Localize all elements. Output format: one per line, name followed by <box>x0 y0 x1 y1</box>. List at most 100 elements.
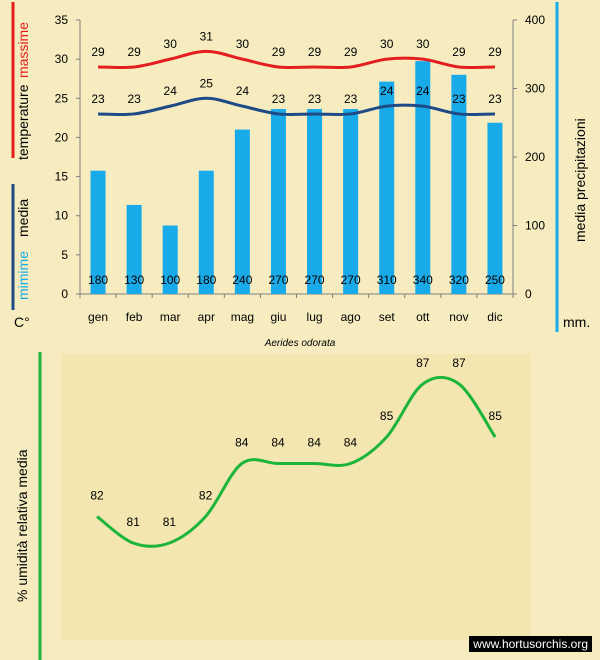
humidity-label: 84 <box>235 436 249 450</box>
top-plot: 0 5 10 15 20 25 30 35 0 100 200 300 400 gen feb mar apr m… <box>55 13 546 324</box>
right-tick-label: 300 <box>525 82 545 96</box>
max-temp-label: 29 <box>272 45 286 59</box>
humidity-panel <box>62 354 530 640</box>
max-temp-label: 29 <box>488 45 502 59</box>
chart-title: Aerides odorata <box>264 338 336 349</box>
ylabel-unit-left: C° <box>14 314 30 330</box>
min-temp-label: 24 <box>164 84 178 98</box>
left-tick-label: 25 <box>55 91 69 105</box>
min-temp-label: 23 <box>127 92 141 106</box>
max-temp-label: 31 <box>200 29 214 43</box>
left-tick-label: 15 <box>55 170 69 184</box>
ylabel-min: mimime <box>15 251 31 300</box>
humidity-label: 84 <box>308 436 322 450</box>
max-temp-label: 29 <box>127 45 141 59</box>
max-temp-label: 29 <box>308 45 322 59</box>
precip-bar <box>307 109 323 294</box>
x-tick-label: dic <box>487 310 502 324</box>
x-tick-label: feb <box>126 310 143 324</box>
x-tick-label: ott <box>416 310 430 324</box>
x-tick-label: nov <box>449 310 468 324</box>
x-tick-label: mar <box>160 310 181 324</box>
precip-label: 270 <box>341 273 361 287</box>
humidity-label: 84 <box>271 436 285 450</box>
min-temp-line <box>98 96 495 117</box>
humidity-ylabel: % umidità relativa media <box>14 449 30 602</box>
x-tick-label: set <box>379 310 396 324</box>
precip-bar <box>451 74 467 294</box>
max-temp-label: 30 <box>380 37 394 51</box>
precip-bar <box>270 109 286 294</box>
max-temp-label: 29 <box>452 45 466 59</box>
x-tick-label: lug <box>307 310 323 324</box>
ylabel-unit-right: mm. <box>563 314 590 330</box>
precip-label: 270 <box>268 273 288 287</box>
precip-label: 340 <box>413 273 433 287</box>
min-temp-label: 23 <box>91 92 105 106</box>
min-temp-label: 23 <box>308 92 322 106</box>
precip-bar <box>234 129 250 294</box>
precip-label: 180 <box>88 273 108 287</box>
precip-bar <box>343 109 359 294</box>
precip-label: 130 <box>124 273 144 287</box>
min-temp-label: 24 <box>380 84 394 98</box>
precip-label: 250 <box>485 273 505 287</box>
precip-label: 270 <box>305 273 325 287</box>
max-temp-label: 30 <box>236 37 250 51</box>
precip-label: 240 <box>232 273 252 287</box>
x-tick-label: ago <box>341 310 361 324</box>
ylabel-media: media <box>15 199 31 237</box>
humidity-label: 81 <box>163 515 177 529</box>
left-tick-label: 20 <box>55 130 69 144</box>
max-temp-label: 30 <box>164 37 178 51</box>
left-tick-label: 35 <box>55 13 69 27</box>
min-temp-label: 24 <box>416 84 430 98</box>
x-tick-label: gen <box>88 310 108 324</box>
ylabel-right: media precipitazioni <box>572 118 588 242</box>
precip-label: 100 <box>160 273 180 287</box>
precip-bar <box>379 81 395 295</box>
x-tick-label: giu <box>270 310 286 324</box>
min-temp-label: 24 <box>236 84 250 98</box>
precip-bar <box>90 170 106 294</box>
min-temp-label: 23 <box>344 92 358 106</box>
min-temp-label: 23 <box>272 92 286 106</box>
ylabel-temperature: temperature <box>15 84 31 160</box>
max-temp-label: 29 <box>344 45 358 59</box>
precip-bar <box>415 61 431 294</box>
precip-bar <box>162 225 178 294</box>
max-temp-line <box>98 49 495 70</box>
precip-label: 180 <box>196 273 216 287</box>
bottom-plot: 82 81 81 82 84 84 84 84 85 87 87 85 <box>90 356 503 548</box>
ylabel-max: massime <box>15 22 31 78</box>
max-temp-label: 30 <box>416 37 430 51</box>
humidity-label: 85 <box>380 409 394 423</box>
left-tick-label: 30 <box>55 52 69 66</box>
x-tick-label: apr <box>198 310 215 324</box>
humidity-label: 87 <box>452 356 466 370</box>
precip-bar <box>126 204 142 294</box>
x-tick-label: mag <box>231 310 254 324</box>
right-tick-label: 200 <box>525 150 545 164</box>
humidity-label: 82 <box>199 489 213 503</box>
humidity-label: 81 <box>127 515 141 529</box>
left-tick-label: 10 <box>55 209 69 223</box>
humidity-label: 87 <box>416 356 430 370</box>
humidity-label: 85 <box>489 409 503 423</box>
watermark: www.hortusorchis.org <box>469 636 592 652</box>
right-tick-label: 0 <box>525 287 532 301</box>
humidity-label: 84 <box>344 436 358 450</box>
max-temp-label: 29 <box>91 45 105 59</box>
left-tick-label: 0 <box>61 287 68 301</box>
precip-label: 320 <box>449 273 469 287</box>
min-temp-label: 23 <box>452 92 466 106</box>
right-tick-label: 100 <box>525 219 545 233</box>
humidity-label: 82 <box>90 489 104 503</box>
precip-bar <box>198 170 214 294</box>
precip-label: 310 <box>377 273 397 287</box>
left-tick-label: 5 <box>61 248 68 262</box>
right-tick-label: 400 <box>525 13 545 27</box>
humidity-line <box>96 375 497 548</box>
precip-bar <box>487 122 503 294</box>
